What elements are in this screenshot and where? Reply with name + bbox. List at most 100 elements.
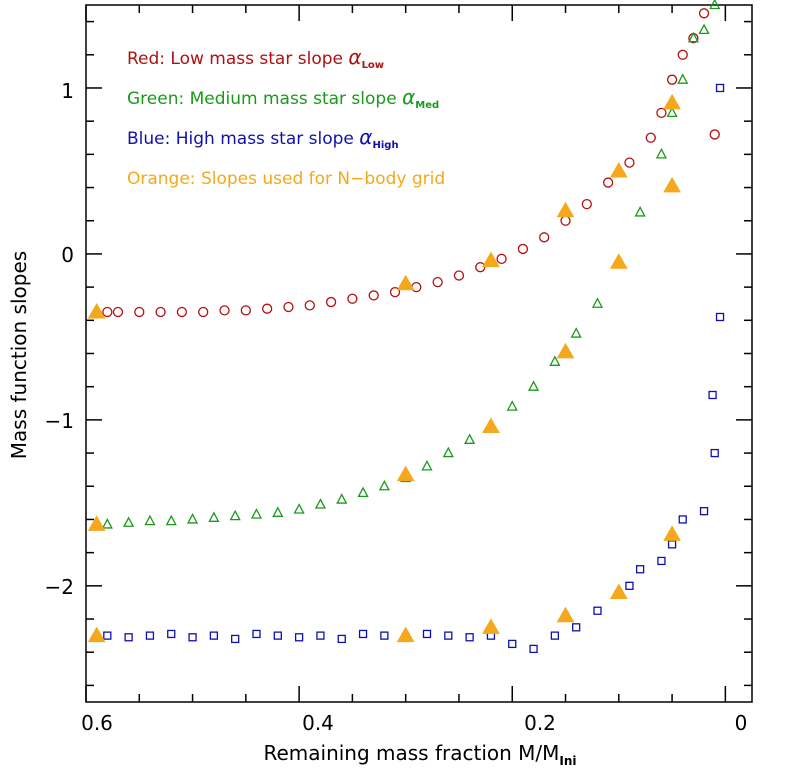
data-point-triangle bbox=[655, 147, 668, 159]
data-point-square bbox=[529, 644, 538, 654]
y-tick-label: 1 bbox=[61, 79, 74, 103]
data-point-square bbox=[209, 631, 219, 640]
data-point-square bbox=[625, 581, 634, 590]
data-point-square bbox=[337, 634, 346, 644]
data-point-circle bbox=[347, 293, 358, 304]
data-point-triangle bbox=[336, 493, 348, 504]
data-point-filled-triangle bbox=[396, 465, 415, 482]
data-marks bbox=[87, 0, 725, 654]
legend-text: Orange: Slopes used for N−body grid bbox=[127, 169, 445, 189]
legend-text: Blue: High mass star slope bbox=[127, 129, 359, 149]
data-point-filled-triangle bbox=[663, 176, 681, 193]
data-point-square bbox=[593, 606, 602, 615]
legend-subscript: Med bbox=[415, 100, 439, 111]
data-point-circle bbox=[389, 286, 401, 298]
data-point-circle bbox=[102, 306, 113, 318]
data-point-circle bbox=[709, 129, 720, 140]
data-point-square bbox=[231, 634, 240, 644]
data-point-square bbox=[167, 629, 176, 639]
data-point-square bbox=[508, 639, 517, 649]
data-point-triangle bbox=[357, 486, 369, 498]
data-point-triangle bbox=[421, 459, 433, 471]
legend-symbol: α bbox=[348, 45, 361, 69]
data-point-triangle bbox=[186, 513, 199, 524]
axis-ticks bbox=[85, 5, 752, 702]
data-point-square bbox=[188, 633, 197, 642]
legend-entry-orange: Orange: Slopes used for N−body grid bbox=[127, 169, 445, 189]
data-point-circle bbox=[581, 198, 592, 210]
data-point-circle bbox=[539, 232, 550, 243]
data-point-filled-triangle bbox=[556, 342, 575, 359]
data-point-circle bbox=[112, 306, 124, 318]
data-point-square bbox=[635, 565, 645, 574]
legend-entry-green: Green: Medium mass star slope αMed bbox=[127, 85, 439, 111]
data-point-circle bbox=[602, 177, 614, 188]
data-point-square bbox=[715, 312, 725, 322]
data-point-circle bbox=[176, 306, 188, 318]
data-point-triangle bbox=[549, 355, 561, 366]
x-tick-label: 0 bbox=[735, 711, 748, 735]
data-point-triangle bbox=[144, 514, 156, 526]
data-point-triangle bbox=[293, 503, 305, 514]
data-point-square bbox=[358, 629, 368, 639]
data-point-filled-triangle bbox=[396, 274, 415, 291]
x-tick-label: 0.2 bbox=[524, 711, 556, 735]
legend-entry-blue: Blue: High mass star slope αHigh bbox=[127, 125, 399, 151]
data-point-square bbox=[715, 83, 725, 93]
data-point-circle bbox=[453, 270, 465, 281]
x-axis-title-main: Remaining mass fraction M/M bbox=[263, 741, 559, 765]
data-point-triangle bbox=[666, 106, 678, 118]
data-point-square bbox=[294, 633, 304, 642]
data-point-triangle bbox=[229, 509, 241, 521]
data-point-circle bbox=[432, 276, 443, 288]
data-point-triangle bbox=[123, 516, 135, 527]
legend-subscript: High bbox=[372, 140, 398, 151]
data-point-circle bbox=[677, 49, 688, 60]
data-point-filled-triangle bbox=[396, 626, 415, 643]
data-point-triangle bbox=[591, 297, 604, 308]
data-point-triangle bbox=[527, 380, 540, 391]
data-point-triangle bbox=[698, 23, 710, 35]
data-point-square bbox=[708, 390, 717, 400]
data-point-square bbox=[273, 631, 282, 640]
data-point-square bbox=[699, 507, 709, 516]
data-point-filled-triangle bbox=[556, 606, 575, 623]
data-point-circle bbox=[496, 253, 507, 265]
data-point-square bbox=[145, 631, 155, 640]
data-point-filled-triangle bbox=[609, 583, 628, 599]
data-point-filled-triangle bbox=[87, 303, 106, 319]
data-point-triangle bbox=[506, 400, 518, 411]
data-point-circle bbox=[666, 74, 678, 85]
data-point-square bbox=[550, 631, 560, 640]
x-axis-title: Remaining mass fraction M/MIni bbox=[263, 741, 576, 768]
data-point-filled-triangle bbox=[87, 626, 106, 643]
data-point-circle bbox=[645, 132, 656, 143]
data-point-filled-triangle bbox=[663, 525, 681, 541]
data-point-circle bbox=[134, 306, 145, 318]
data-point-triangle bbox=[250, 508, 263, 519]
data-point-filled-triangle bbox=[609, 161, 628, 178]
x-axis-title-subscript: Ini bbox=[559, 754, 576, 768]
data-point-triangle bbox=[272, 506, 284, 517]
data-point-square bbox=[667, 540, 677, 549]
data-point-square bbox=[103, 631, 112, 640]
data-point-filled-triangle bbox=[663, 93, 681, 110]
data-point-triangle bbox=[165, 514, 177, 526]
data-point-square bbox=[710, 448, 719, 458]
data-point-filled-triangle bbox=[482, 417, 500, 434]
data-point-square bbox=[124, 633, 133, 642]
x-tick-label: 0.4 bbox=[302, 711, 334, 735]
data-point-square bbox=[316, 631, 325, 640]
data-point-filled-triangle bbox=[482, 618, 500, 634]
data-point-circle bbox=[155, 306, 166, 318]
legend-text: Green: Medium mass star slope bbox=[127, 89, 402, 109]
data-point-circle bbox=[283, 301, 294, 313]
data-point-triangle bbox=[464, 433, 476, 444]
y-axis-title: Mass function slopes bbox=[7, 251, 31, 459]
y-tick-label: −2 bbox=[45, 575, 74, 599]
data-point-circle bbox=[475, 262, 486, 273]
data-point-triangle bbox=[314, 498, 327, 509]
data-point-square bbox=[444, 631, 453, 640]
data-point-circle bbox=[656, 107, 667, 119]
